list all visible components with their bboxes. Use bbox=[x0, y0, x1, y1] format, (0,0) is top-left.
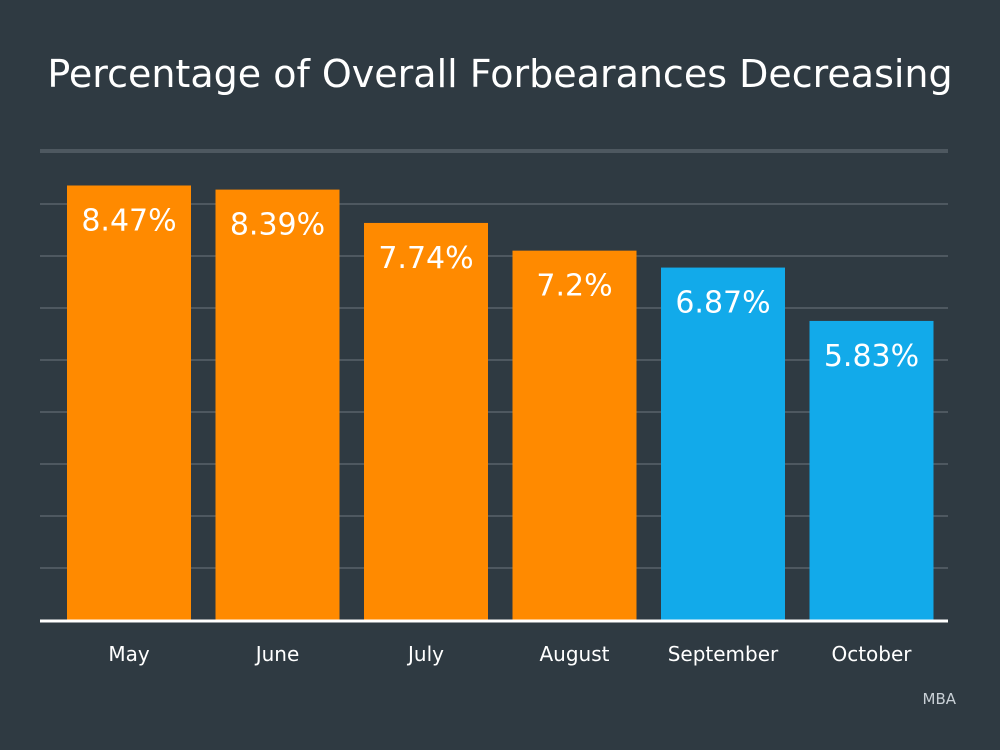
bars bbox=[67, 185, 934, 621]
data-label-august: 7.2% bbox=[536, 269, 612, 304]
data-label-july: 7.74% bbox=[378, 241, 473, 276]
x-tick-label-may: May bbox=[108, 642, 150, 666]
x-tick-label-august: August bbox=[540, 642, 610, 666]
bar-june bbox=[215, 189, 340, 620]
data-label-june: 8.39% bbox=[230, 208, 325, 243]
bar-july bbox=[364, 222, 488, 621]
bar-september bbox=[661, 267, 785, 620]
x-tick-labels: May June July August September October bbox=[108, 642, 912, 666]
data-label-october: 5.83% bbox=[824, 339, 919, 374]
bar-august bbox=[512, 250, 637, 620]
x-tick-label-october: October bbox=[831, 642, 912, 666]
data-label-may: 8.47% bbox=[81, 203, 176, 238]
bar-october bbox=[809, 320, 934, 620]
source-label: MBA bbox=[922, 690, 957, 708]
data-labels: 8.47% 8.39% 7.74% 7.2% 6.87% 5.83% bbox=[81, 203, 919, 373]
chart-title: Percentage of Overall Forbearances Decre… bbox=[47, 52, 953, 96]
x-tick-label-july: July bbox=[406, 642, 444, 666]
x-tick-label-september: September bbox=[668, 642, 779, 666]
bar-may bbox=[67, 185, 191, 620]
gridlines bbox=[40, 149, 948, 569]
x-tick-label-june: June bbox=[254, 642, 300, 666]
data-label-september: 6.87% bbox=[675, 286, 770, 321]
